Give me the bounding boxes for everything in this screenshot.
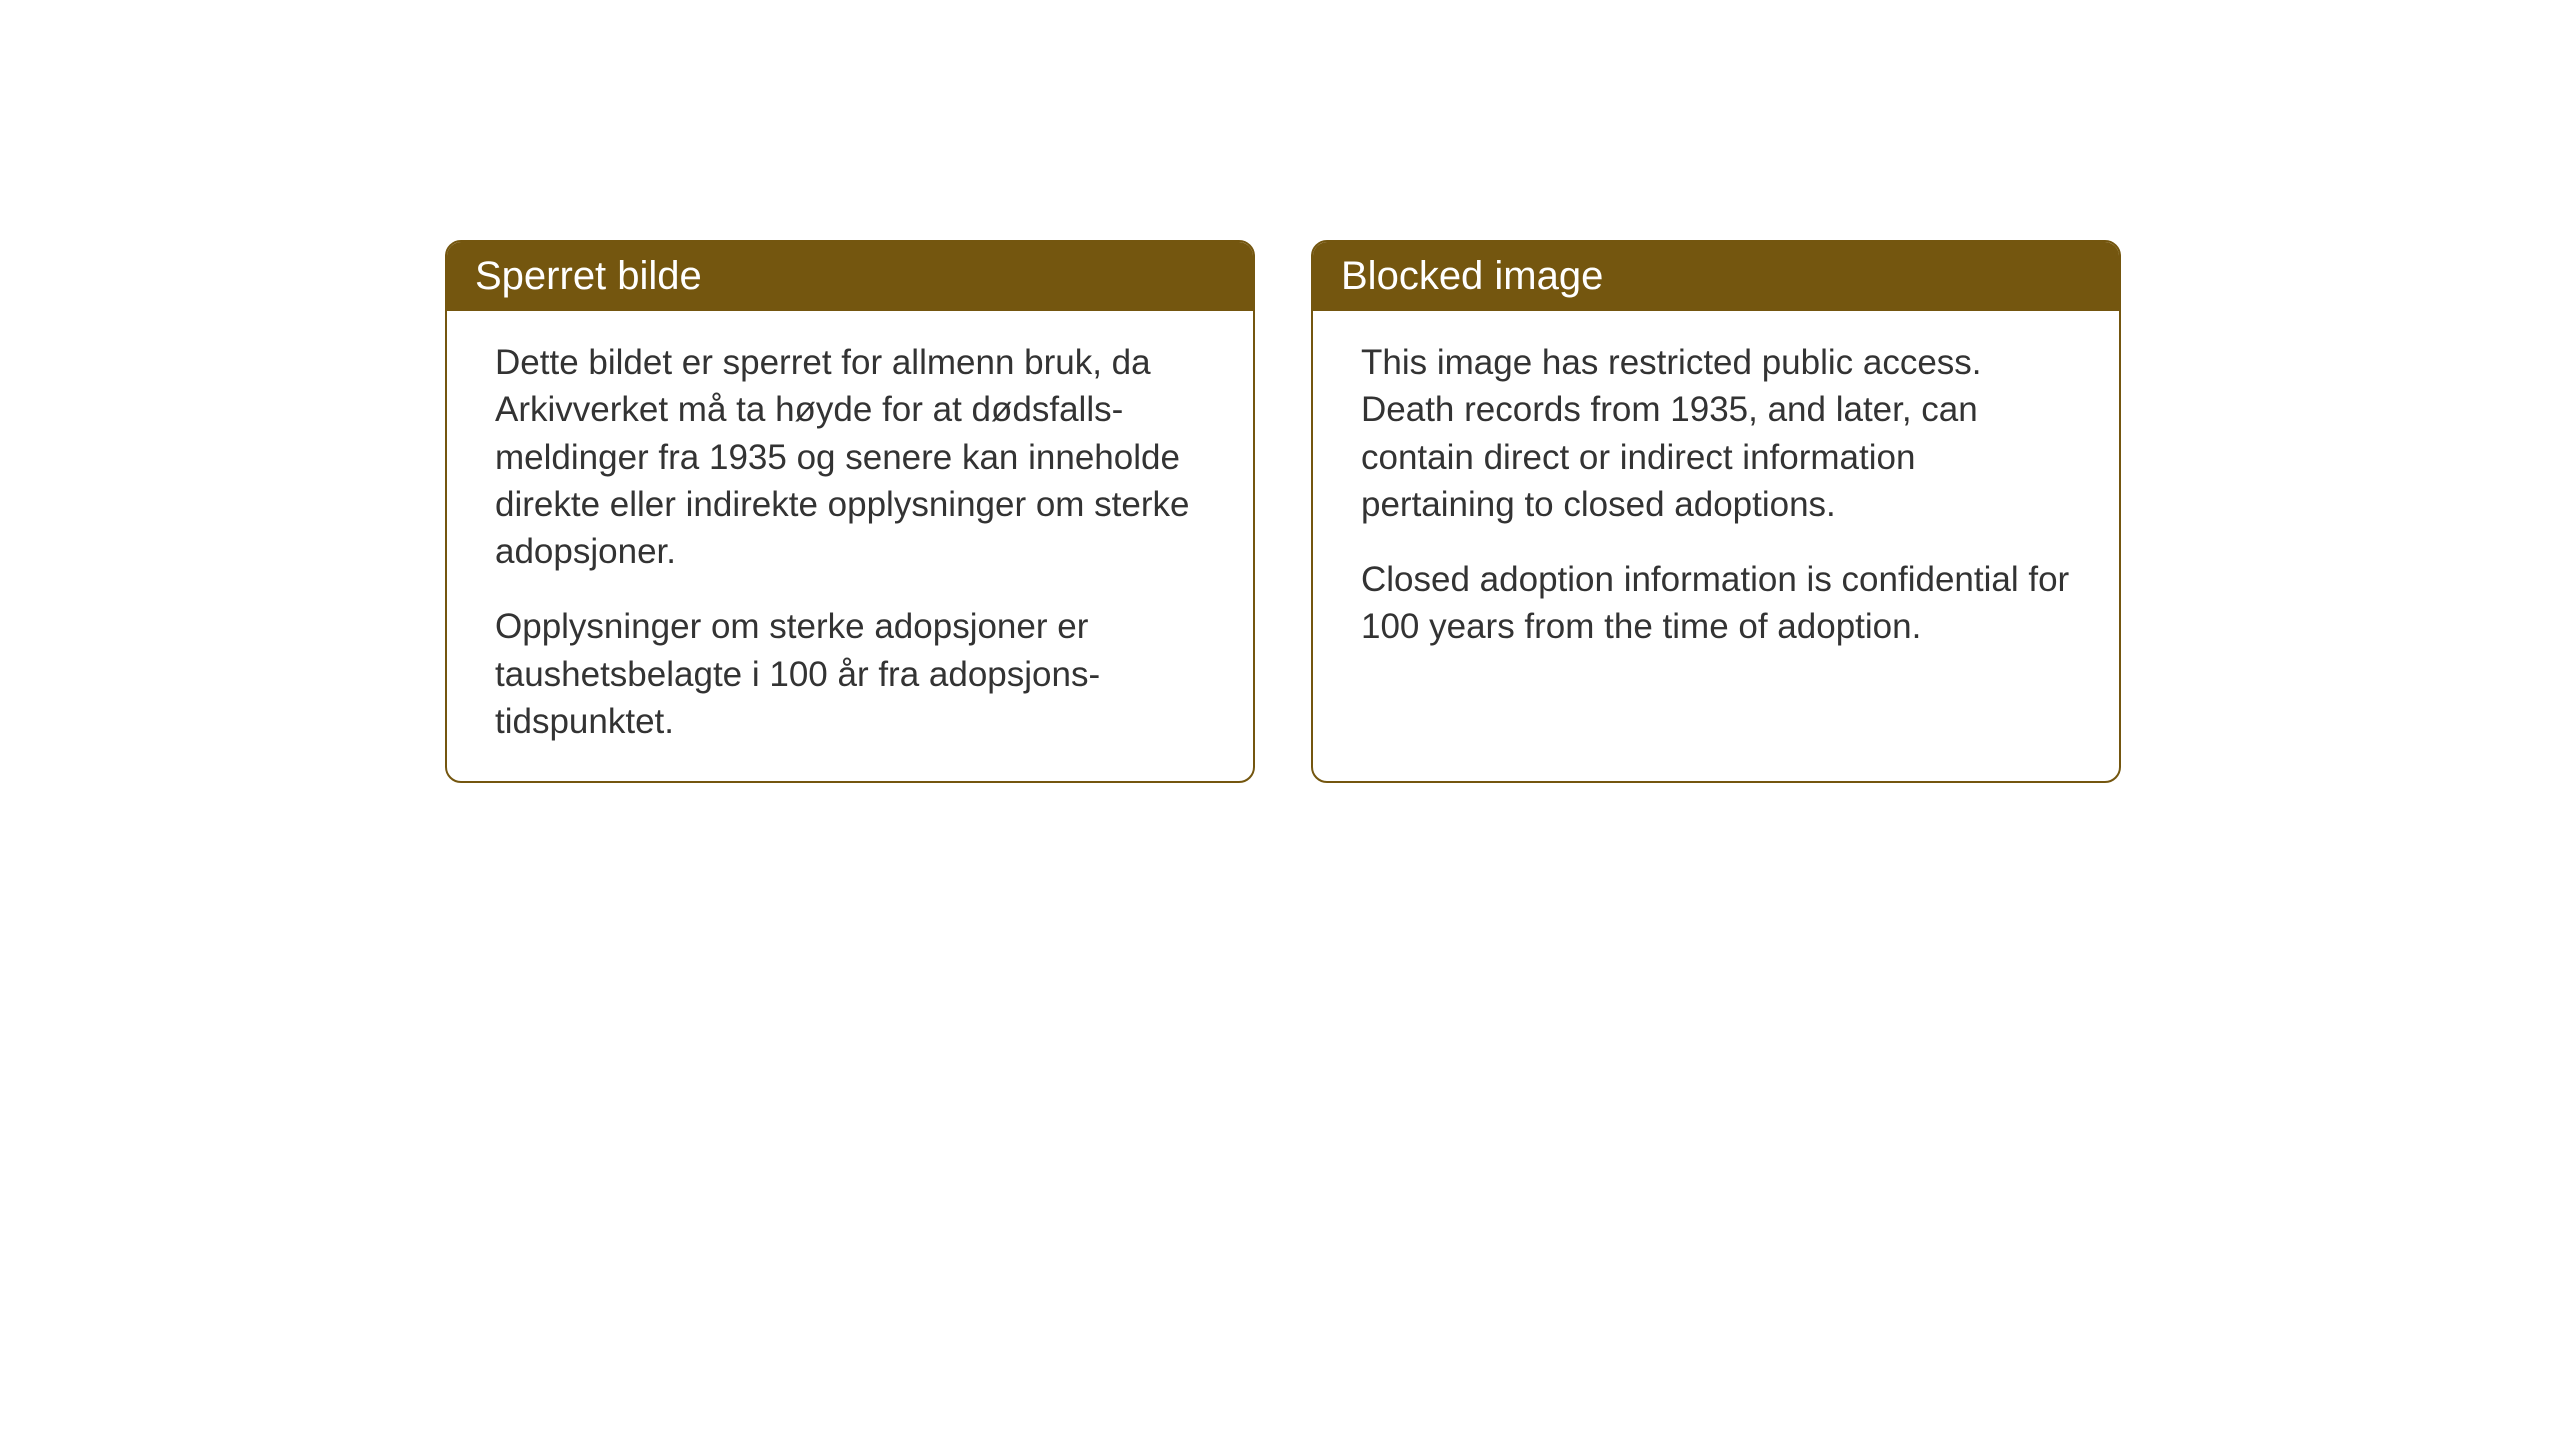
card-body-norwegian: Dette bildet er sperret for allmenn bruk… <box>447 311 1253 781</box>
card-paragraph-1-english: This image has restricted public access.… <box>1361 339 2071 528</box>
card-english: Blocked image This image has restricted … <box>1311 240 2121 783</box>
card-title-english: Blocked image <box>1341 254 1603 298</box>
card-header-english: Blocked image <box>1313 242 2119 311</box>
card-paragraph-2-english: Closed adoption information is confident… <box>1361 556 2071 651</box>
card-body-english: This image has restricted public access.… <box>1313 311 2119 741</box>
card-title-norwegian: Sperret bilde <box>475 254 702 298</box>
card-paragraph-2-norwegian: Opplysninger om sterke adopsjoner er tau… <box>495 603 1205 745</box>
cards-container: Sperret bilde Dette bildet er sperret fo… <box>445 240 2121 783</box>
card-header-norwegian: Sperret bilde <box>447 242 1253 311</box>
card-paragraph-1-norwegian: Dette bildet er sperret for allmenn bruk… <box>495 339 1205 575</box>
card-norwegian: Sperret bilde Dette bildet er sperret fo… <box>445 240 1255 783</box>
